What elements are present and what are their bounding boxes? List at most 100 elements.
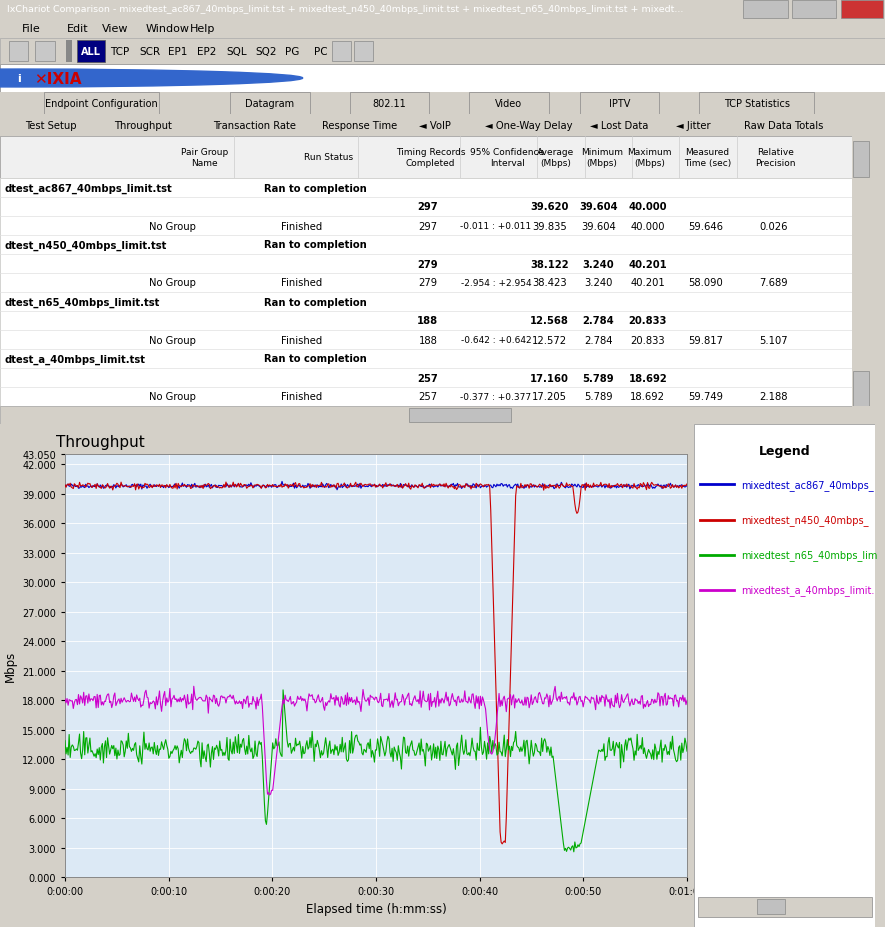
Text: PG: PG [285,47,299,57]
Text: View: View [102,24,128,34]
Text: File: File [22,24,41,34]
Bar [697,896,872,917]
Text: 3.240: 3.240 [582,260,614,269]
Text: 39.835: 39.835 [533,222,567,231]
Text: Video: Video [496,99,522,108]
Bar [354,42,373,62]
Text: Relative
Precision: Relative Precision [755,148,796,168]
Text: Datagram: Datagram [245,99,295,108]
Text: 7.689: 7.689 [759,278,789,288]
Text: No Group: No Group [150,336,196,345]
Text: Edit: Edit [66,24,88,34]
Text: 59.749: 59.749 [689,392,723,402]
Text: Ran to completion: Ran to completion [265,184,367,194]
Text: mixedtest_ac867_40mbps_: mixedtest_ac867_40mbps_ [741,479,873,490]
Text: EP1: EP1 [168,47,188,57]
Text: dtest_ac867_40mbps_limit.tst: dtest_ac867_40mbps_limit.tst [4,184,172,194]
Bar [853,142,869,177]
Text: 59.817: 59.817 [689,336,723,345]
Text: IxChariot Comparison - mixedtest_ac867_40mbps_limit.tst + mixedtest_n450_40mbps_: IxChariot Comparison - mixedtest_ac867_4… [7,6,683,15]
Text: 95% Confidence
Interval: 95% Confidence Interval [470,148,544,168]
Text: Maximum
(Mbps): Maximum (Mbps) [627,148,672,168]
Text: Test Setup: Test Setup [26,121,77,131]
Text: -0.642 : +0.642: -0.642 : +0.642 [461,336,531,345]
Text: mixedtest_n450_40mbps_: mixedtest_n450_40mbps_ [741,514,869,526]
Text: dtest_n65_40mbps_limit.tst: dtest_n65_40mbps_limit.tst [4,297,159,308]
Text: 39.620: 39.620 [530,202,569,212]
Text: Pair Group
Name: Pair Group Name [181,148,228,168]
Y-axis label: Mbps: Mbps [4,650,17,681]
Text: 3.240: 3.240 [584,278,612,288]
Text: ◄ Jitter: ◄ Jitter [675,121,711,131]
Text: Ran to completion: Ran to completion [265,240,367,250]
Text: ALL: ALL [81,47,101,57]
Bar [9,42,28,62]
Text: dtest_a_40mbps_limit.tst: dtest_a_40mbps_limit.tst [4,354,145,364]
Text: ◄ VoIP: ◄ VoIP [419,121,451,131]
Text: No Group: No Group [150,278,196,288]
Text: SCR: SCR [139,47,160,57]
Bar [792,1,836,19]
Bar [841,1,883,19]
Text: 12.572: 12.572 [532,336,567,345]
Text: -0.377 : +0.377: -0.377 : +0.377 [460,392,532,401]
Text: No Group: No Group [150,392,196,402]
Text: TCP Statistics: TCP Statistics [724,99,789,108]
Text: Minimum
(Mbps): Minimum (Mbps) [581,148,623,168]
Text: Endpoint Configuration: Endpoint Configuration [45,99,158,108]
Text: 5.789: 5.789 [584,392,612,402]
Text: 40.000: 40.000 [628,202,667,212]
Text: Raw Data Totals: Raw Data Totals [744,121,824,131]
Bar [743,1,788,19]
Text: 59.646: 59.646 [689,222,723,231]
Text: 40.201: 40.201 [630,278,666,288]
Text: Finished: Finished [281,392,322,402]
Bar [44,93,159,115]
Text: 17.160: 17.160 [530,373,569,383]
Text: 20.833: 20.833 [630,336,665,345]
Text: 297: 297 [419,222,437,231]
Text: 5.107: 5.107 [759,336,789,345]
Text: 12.568: 12.568 [530,316,569,326]
Text: Finished: Finished [281,336,322,345]
Text: Measured
Time (sec): Measured Time (sec) [684,148,731,168]
Text: Response Time: Response Time [321,121,397,131]
Text: ◄ Lost Data: ◄ Lost Data [590,121,649,131]
Text: 38.122: 38.122 [530,260,569,269]
Bar [699,93,814,115]
Text: 257: 257 [418,373,438,383]
Text: 20.833: 20.833 [628,316,667,326]
Text: PC: PC [314,47,327,57]
Text: 279: 279 [419,278,437,288]
Text: 188: 188 [419,336,437,345]
Text: -2.954 : +2.954: -2.954 : +2.954 [461,279,531,287]
Bar [230,93,310,115]
Text: ✕IXIA: ✕IXIA [34,71,81,86]
Text: 188: 188 [417,316,438,326]
Bar [853,372,869,407]
Bar [580,93,659,115]
Text: 58.090: 58.090 [689,278,723,288]
Text: 279: 279 [418,260,438,269]
Text: IPTV: IPTV [609,99,630,108]
Bar [66,41,72,63]
Text: No Group: No Group [150,222,196,231]
Text: 257: 257 [419,392,437,402]
Text: 18.692: 18.692 [630,392,666,402]
Text: SQL: SQL [227,47,247,57]
Text: SQ2: SQ2 [256,47,277,57]
Text: 2.784: 2.784 [582,316,614,326]
Text: 40.201: 40.201 [628,260,667,269]
Text: i: i [18,74,21,84]
Text: 40.000: 40.000 [630,222,665,231]
Text: 802.11: 802.11 [373,99,406,108]
Bar [409,409,512,423]
X-axis label: Elapsed time (h:mm:ss): Elapsed time (h:mm:ss) [305,902,446,915]
Text: 0.026: 0.026 [759,222,789,231]
Bar [35,42,55,62]
Text: mixedtest_a_40mbps_limit.: mixedtest_a_40mbps_limit. [741,585,874,596]
Text: 2.188: 2.188 [759,392,789,402]
Text: Finished: Finished [281,278,322,288]
Bar [332,42,351,62]
Text: Window: Window [146,24,190,34]
